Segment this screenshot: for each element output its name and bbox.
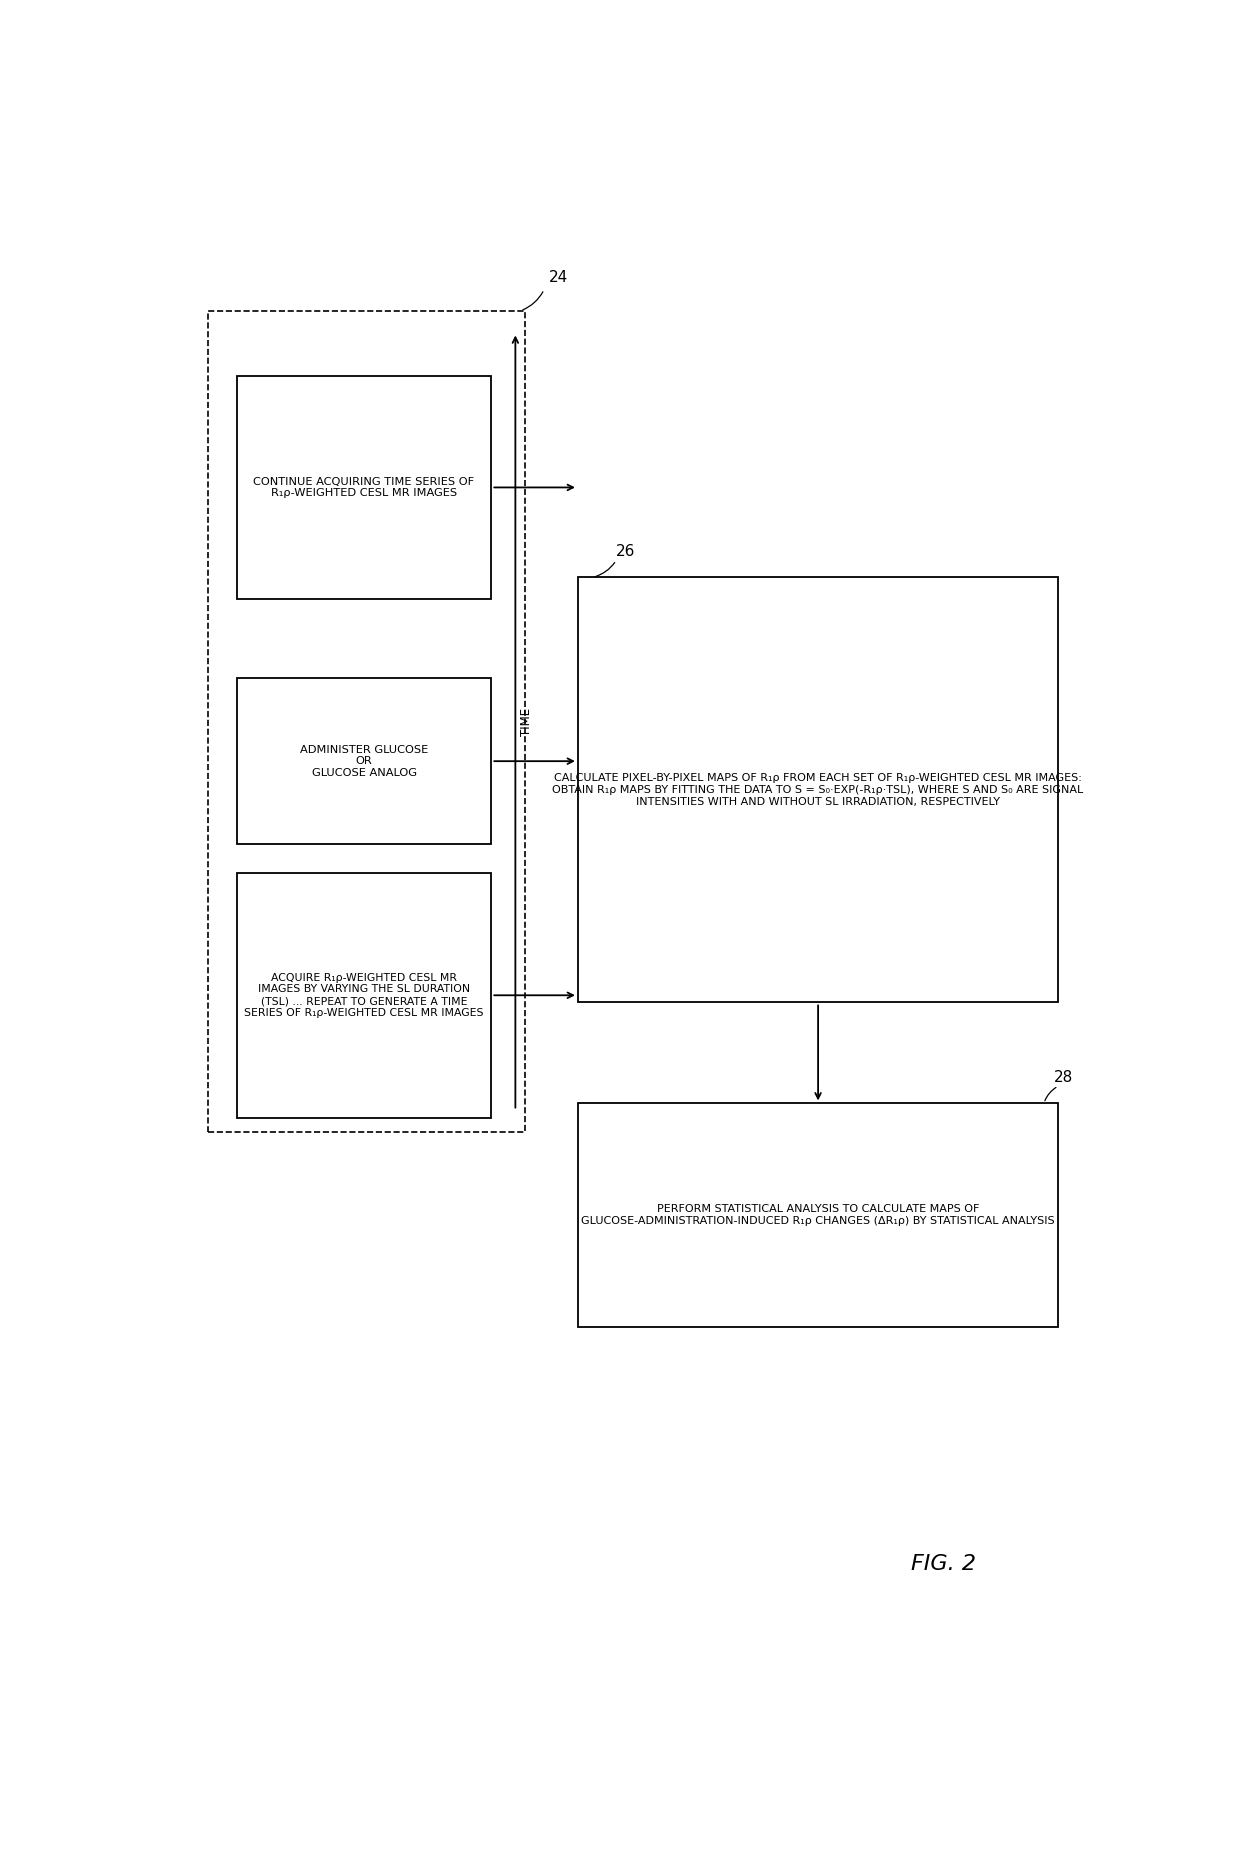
Text: CONTINUE ACQUIRING TIME SERIES OF
R₁ρ-WEIGHTED CESL MR IMAGES: CONTINUE ACQUIRING TIME SERIES OF R₁ρ-WE… <box>253 477 475 498</box>
Bar <box>578 578 1058 1003</box>
Bar <box>578 1104 1058 1327</box>
Bar <box>237 872 491 1117</box>
Text: 24: 24 <box>549 269 568 284</box>
Text: CALCULATE PIXEL-BY-PIXEL MAPS OF R₁ρ FROM EACH SET OF R₁ρ-WEIGHTED CESL MR IMAGE: CALCULATE PIXEL-BY-PIXEL MAPS OF R₁ρ FRO… <box>553 773 1084 806</box>
Bar <box>237 376 491 599</box>
Text: ACQUIRE R₁ρ-WEIGHTED CESL MR
IMAGES BY VARYING THE SL DURATION
(TSL) ... REPEAT : ACQUIRE R₁ρ-WEIGHTED CESL MR IMAGES BY V… <box>244 973 484 1018</box>
Text: 26: 26 <box>616 544 636 559</box>
Text: 28: 28 <box>1054 1070 1073 1085</box>
Bar <box>208 311 525 1132</box>
Text: ADMINISTER GLUCOSE
OR
GLUCOSE ANALOG: ADMINISTER GLUCOSE OR GLUCOSE ANALOG <box>300 745 428 778</box>
Text: PERFORM STATISTICAL ANALYSIS TO CALCULATE MAPS OF
GLUCOSE-ADMINISTRATION-INDUCED: PERFORM STATISTICAL ANALYSIS TO CALCULAT… <box>582 1205 1055 1226</box>
Bar <box>237 679 491 844</box>
Text: FIG. 2: FIG. 2 <box>910 1555 976 1574</box>
Text: TIME: TIME <box>521 707 533 735</box>
